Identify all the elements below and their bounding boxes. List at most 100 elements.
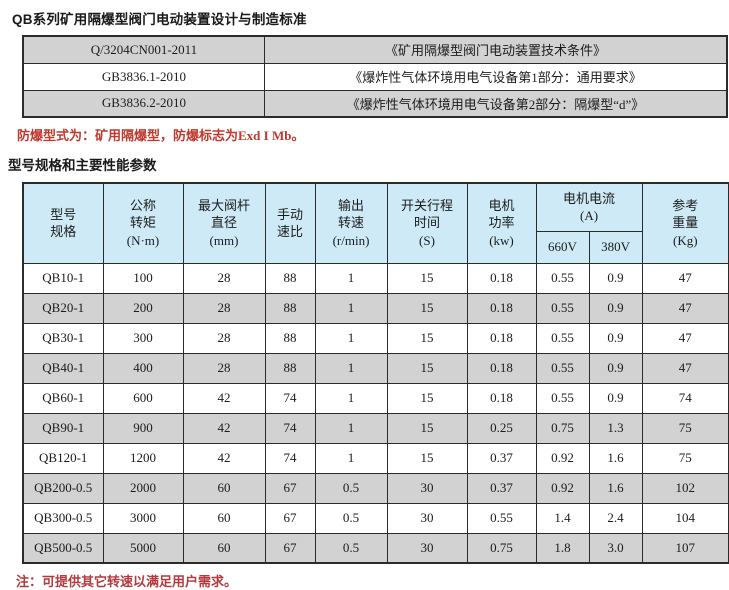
value-cell: 47: [641, 262, 729, 294]
header-stem-diameter: 最大阀杆 直径 (mm): [182, 182, 266, 264]
model-cell: QB120-1: [22, 442, 104, 474]
header-model: 型号 规格: [22, 182, 104, 264]
standards-table: Q/3204CN001-2011 《矿用隔爆型阀门电动装置技术条件》 GB3836.…: [22, 35, 728, 118]
value-cell: 107: [641, 532, 729, 564]
value-cell: 47: [641, 322, 729, 354]
value-cell: 0.18: [466, 352, 537, 384]
value-cell: 0.18: [466, 292, 537, 324]
spec-table-row: QB60-1 600 42 74 1 15 0.18 0.55 0.9 74: [22, 382, 729, 414]
value-cell: 0.55: [535, 382, 590, 414]
value-cell: 0.9: [588, 292, 643, 324]
value-cell: 0.55: [535, 352, 590, 384]
page-title: QB系列矿用隔爆型阀门电动装置设计与制造标准: [12, 12, 307, 27]
value-cell: 0.55: [466, 502, 537, 534]
value-cell: 0.37: [466, 442, 537, 474]
value-cell: 30: [386, 502, 468, 534]
spec-table-row: QB20-1 200 28 88 1 15 0.18 0.55 0.9 47: [22, 292, 729, 324]
value-cell: 104: [641, 502, 729, 534]
value-cell: 1: [314, 412, 388, 444]
value-cell: 30: [386, 532, 468, 564]
value-cell: 2.4: [588, 502, 643, 534]
value-cell: 88: [264, 292, 316, 324]
header-660v: 660V: [535, 230, 590, 264]
value-cell: 67: [264, 532, 316, 564]
value-cell: 60: [182, 502, 266, 534]
value-cell: 15: [386, 322, 468, 354]
value-cell: 15: [386, 262, 468, 294]
spec-table-row: QB200-0.5 2000 60 67 0.5 30 0.37 0.92 1.6 102: [22, 472, 729, 504]
standard-code: GB3836.1-2010: [22, 62, 265, 91]
spec-table-header: 型号 规格 公称 转矩 (N·m) 最大阀杆 直径 (mm) 手动 速比 输出 …: [22, 182, 729, 264]
value-cell: 0.18: [466, 322, 537, 354]
value-cell: 74: [264, 412, 316, 444]
value-cell: 0.9: [588, 382, 643, 414]
value-cell: 1: [314, 322, 388, 354]
value-cell: 74: [264, 382, 316, 414]
value-cell: 5000: [102, 532, 184, 564]
section-subtitle: 型号规格和主要性能参数: [8, 158, 157, 173]
value-cell: 1.4: [535, 502, 590, 534]
value-cell: 88: [264, 322, 316, 354]
spec-table-row: QB500-0.5 5000 60 67 0.5 30 0.75 1.8 3.0 107: [22, 532, 729, 564]
value-cell: 28: [182, 262, 266, 294]
value-cell: 0.55: [535, 322, 590, 354]
value-cell: 0.25: [466, 412, 537, 444]
standards-row: GB3836.1-2010 《爆炸性气体环境用电气设备第1部分：通用要求》: [22, 62, 728, 91]
value-cell: 0.55: [535, 262, 590, 294]
standard-name: 《爆炸性气体环境用电气设备第1部分：通用要求》: [263, 62, 728, 91]
value-cell: 15: [386, 382, 468, 414]
value-cell: 200: [102, 292, 184, 324]
value-cell: 15: [386, 412, 468, 444]
standard-code: GB3836.2-2010: [22, 89, 265, 118]
value-cell: 15: [386, 292, 468, 324]
header-stroke-time: 开关行程 时间 (S): [386, 182, 468, 264]
header-torque: 公称 转矩 (N·m): [102, 182, 184, 264]
header-motor-current: 电机电流 (A): [535, 182, 643, 232]
value-cell: 3.0: [588, 532, 643, 564]
value-cell: 0.75: [466, 532, 537, 564]
value-cell: 1200: [102, 442, 184, 474]
value-cell: 88: [264, 352, 316, 384]
header-ref-weight: 参考 重量 (Kg): [641, 182, 729, 264]
header-motor-power: 电机 功率 (kw): [466, 182, 537, 264]
value-cell: 15: [386, 442, 468, 474]
standard-name: 《矿用隔爆型阀门电动装置技术条件》: [263, 35, 728, 64]
value-cell: 74: [264, 442, 316, 474]
value-cell: 0.5: [314, 502, 388, 534]
model-cell: QB20-1: [22, 292, 104, 324]
value-cell: 0.37: [466, 472, 537, 504]
value-cell: 300: [102, 322, 184, 354]
value-cell: 74: [641, 382, 729, 414]
value-cell: 60: [182, 532, 266, 564]
value-cell: 47: [641, 292, 729, 324]
value-cell: 15: [386, 352, 468, 384]
value-cell: 0.5: [314, 472, 388, 504]
value-cell: 0.92: [535, 472, 590, 504]
spec-table-row: QB120-1 1200 42 74 1 15 0.37 0.92 1.6 75: [22, 442, 729, 474]
value-cell: 28: [182, 352, 266, 384]
value-cell: 3000: [102, 502, 184, 534]
spec-table: 型号 规格 公称 转矩 (N·m) 最大阀杆 直径 (mm) 手动 速比 输出 …: [22, 182, 729, 564]
header-output-speed: 输出 转速 (r/min): [314, 182, 388, 264]
value-cell: 67: [264, 502, 316, 534]
value-cell: 1.8: [535, 532, 590, 564]
value-cell: 1.6: [588, 472, 643, 504]
value-cell: 88: [264, 262, 316, 294]
value-cell: 600: [102, 382, 184, 414]
value-cell: 0.18: [466, 262, 537, 294]
spec-table-body: QB10-1 100 28 88 1 15 0.18 0.55 0.9 47 QB20-1 200 28…: [22, 262, 729, 564]
standards-table-body: Q/3204CN001-2011 《矿用隔爆型阀门电动装置技术条件》 GB3836.…: [22, 35, 728, 118]
value-cell: 2000: [102, 472, 184, 504]
value-cell: 100: [102, 262, 184, 294]
value-cell: 0.55: [535, 292, 590, 324]
standards-row: GB3836.2-2010 《爆炸性气体环境用电气设备第2部分：隔爆型“d”》: [22, 89, 728, 118]
value-cell: 0.9: [588, 322, 643, 354]
value-cell: 1: [314, 352, 388, 384]
spec-table-row: QB90-1 900 42 74 1 15 0.25 0.75 1.3 75: [22, 412, 729, 444]
value-cell: 42: [182, 442, 266, 474]
value-cell: 42: [182, 412, 266, 444]
spec-table-row: QB40-1 400 28 88 1 15 0.18 0.55 0.9 47: [22, 352, 729, 384]
value-cell: 0.9: [588, 352, 643, 384]
value-cell: 1.6: [588, 442, 643, 474]
value-cell: 1: [314, 442, 388, 474]
